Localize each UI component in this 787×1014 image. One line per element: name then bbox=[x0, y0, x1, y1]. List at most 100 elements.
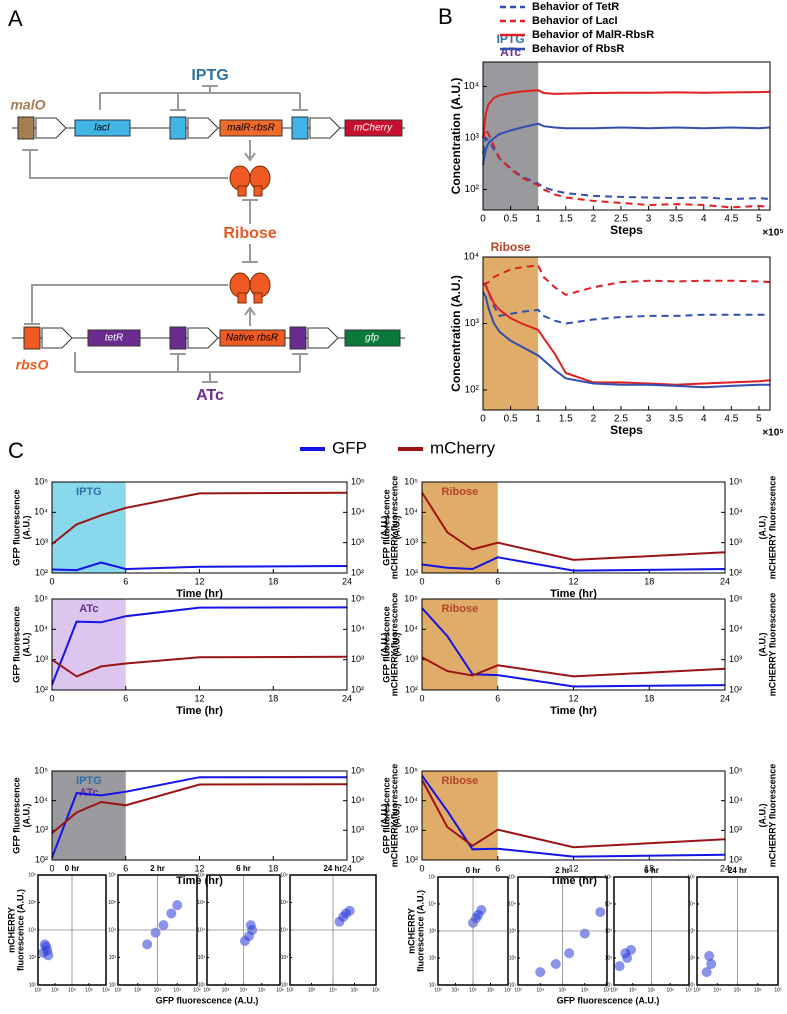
series-line bbox=[482, 282, 771, 386]
y-tick-label: 10³ bbox=[109, 955, 117, 961]
x-tick-label: 10⁵ bbox=[734, 987, 742, 993]
panel-label: B bbox=[438, 4, 453, 29]
y-axis-title: mCHERRY fluorescence bbox=[389, 593, 399, 697]
x-tick-label: 18 bbox=[268, 863, 278, 873]
y2-tick-label: 10⁴ bbox=[351, 507, 365, 517]
panel-title: 6 hr bbox=[644, 866, 659, 875]
x-tick-label: 12 bbox=[568, 863, 578, 873]
y-axis-title: (A.U.) bbox=[21, 633, 31, 657]
y-tick-label: 10² bbox=[405, 567, 418, 577]
y-tick-label: 10² bbox=[688, 955, 696, 961]
y-tick-label: 10⁵ bbox=[687, 874, 695, 880]
y2-tick-label: 10³ bbox=[351, 537, 364, 547]
y2-tick-label: 10³ bbox=[351, 825, 364, 835]
y-axis-title: (A.U.) bbox=[391, 804, 401, 828]
y-axis-title: mCHERRY fluorescence bbox=[389, 476, 399, 580]
y-tick-label: 10³ bbox=[35, 537, 48, 547]
x-tick-label: 0 bbox=[419, 863, 424, 873]
plot-frame bbox=[37, 874, 107, 986]
x-tick-label: 10⁴ bbox=[536, 987, 544, 993]
x-tick-label: 12 bbox=[194, 693, 204, 703]
y-axis-title: (A.U.) bbox=[379, 633, 389, 657]
y-tick-label: 10² bbox=[605, 955, 613, 961]
x-tick-label: 18 bbox=[644, 576, 654, 586]
data-point bbox=[172, 900, 183, 911]
shaded-region bbox=[52, 599, 126, 690]
series-line bbox=[51, 783, 348, 834]
y-axis-title: mCHERRY fluorescence bbox=[767, 476, 777, 580]
x-tick-label: 2.5 bbox=[614, 414, 628, 425]
data-point bbox=[150, 927, 161, 938]
y2-tick-label: 10⁵ bbox=[729, 476, 743, 486]
gene-label: lacI bbox=[94, 123, 110, 134]
y-axis-title: (A.U.) bbox=[21, 804, 31, 828]
y2-tick-label: 10⁵ bbox=[351, 593, 365, 603]
x-tick-label: 0.5 bbox=[504, 414, 518, 425]
y2-tick-label: 10³ bbox=[729, 537, 742, 547]
y-tick-label: 10² bbox=[465, 385, 480, 396]
x-tick-label: 24 bbox=[342, 576, 352, 586]
y-axis-title: (A.U.) bbox=[391, 633, 401, 657]
y-tick-label: 10⁴ bbox=[34, 795, 48, 805]
y2-tick-label: 10⁵ bbox=[729, 593, 743, 603]
plot-frame bbox=[51, 770, 348, 861]
x-axis-title: Time (hr) bbox=[550, 588, 597, 600]
x-tick-label: 10⁵ bbox=[173, 987, 181, 993]
y2-tick-label: 10⁵ bbox=[351, 476, 365, 486]
panel-label: C bbox=[8, 438, 24, 463]
series-line bbox=[482, 122, 771, 166]
x-tick-label: 0 bbox=[49, 863, 54, 873]
y-tick-label: 10⁴ bbox=[404, 507, 418, 517]
x-tick-label: 12 bbox=[568, 693, 578, 703]
x-tick-label: 10⁵ bbox=[85, 987, 93, 993]
y-axis-title: GFP fluorescence bbox=[11, 489, 21, 565]
panel-title: 24 hr bbox=[323, 864, 342, 873]
y-tick-label: 10⁴ bbox=[508, 901, 516, 907]
x-tick-label: 2.5 bbox=[614, 214, 628, 225]
shaded-region bbox=[483, 62, 539, 210]
y-tick-label: 10⁴ bbox=[404, 624, 418, 634]
shaded-region bbox=[483, 257, 539, 410]
y-tick-label: 10³ bbox=[35, 825, 48, 835]
x-tick-label: 10⁴ bbox=[68, 987, 76, 993]
x-tick-label: 10² bbox=[286, 987, 294, 993]
shade-label: Ribose bbox=[442, 486, 479, 498]
y-axis-title: GFP fluorescence bbox=[381, 777, 391, 853]
y-tick-label: 10⁵ bbox=[280, 900, 288, 906]
y-tick-label: 10³ bbox=[509, 928, 517, 934]
y-tick-label: 10⁵ bbox=[197, 900, 205, 906]
y2-tick-label: 10² bbox=[351, 684, 364, 694]
series-line bbox=[421, 656, 726, 678]
data-point bbox=[344, 905, 355, 916]
y-tick-label: 10³ bbox=[405, 537, 418, 547]
x-axis-title: GFP fluorescence (A.U.) bbox=[557, 995, 660, 1005]
y-axis-title: GFP fluorescence bbox=[11, 606, 21, 682]
x-tick-label: 10⁶ bbox=[581, 987, 589, 993]
y-tick-label: 10⁵ bbox=[604, 874, 612, 880]
plot-frame bbox=[696, 876, 779, 986]
x-tick-label: 0.5 bbox=[504, 214, 518, 225]
x-tick-label: 10⁵ bbox=[559, 987, 567, 993]
x-tick-label: 10⁷ bbox=[603, 987, 611, 993]
x-tick-label: 10⁶ bbox=[102, 987, 110, 993]
y-axis-title: fluorescence (A.U.) bbox=[15, 889, 25, 971]
y2-tick-label: 10⁴ bbox=[351, 795, 365, 805]
shade-label: ATc bbox=[500, 45, 521, 59]
x-axis-title: GFP fluorescence (A.U.) bbox=[156, 995, 259, 1005]
shade-label: Ribose bbox=[491, 240, 531, 254]
y-axis-title: (A.U.) bbox=[757, 633, 767, 657]
data-point bbox=[476, 904, 487, 915]
x-axis-title: Time (hr) bbox=[550, 705, 597, 717]
series-line bbox=[482, 126, 771, 209]
x-tick-label: 10² bbox=[34, 987, 42, 993]
series-line bbox=[482, 89, 771, 139]
operator-label: rbsO bbox=[16, 357, 49, 373]
y-tick-label: 10⁵ bbox=[404, 476, 418, 486]
y-tick-label: 10³ bbox=[405, 825, 418, 835]
y2-tick-label: 10² bbox=[351, 567, 364, 577]
y-tick-label: 10³ bbox=[198, 955, 206, 961]
series-line bbox=[483, 264, 771, 296]
panel-title: 0 hr bbox=[466, 866, 481, 875]
series-line bbox=[421, 491, 726, 561]
x-multiplier: ×10⁵ bbox=[762, 228, 784, 239]
